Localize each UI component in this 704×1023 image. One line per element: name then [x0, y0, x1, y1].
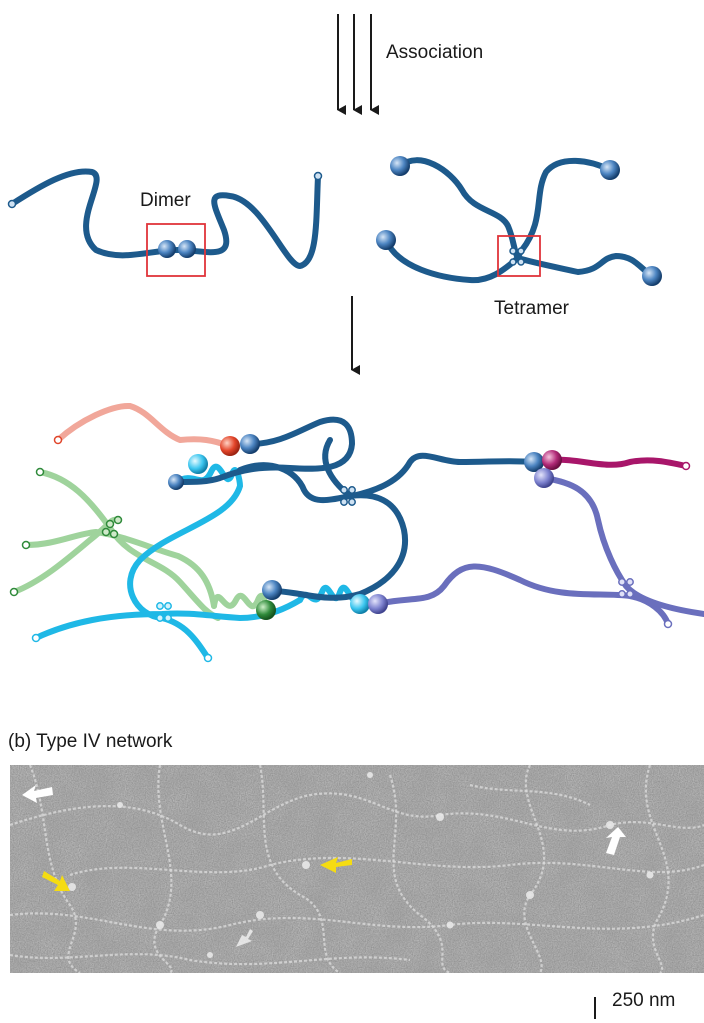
green-strand-1: [37, 469, 221, 621]
yellow-arrow-1: [42, 871, 70, 891]
tetramer-node-4: [642, 266, 662, 286]
dimer-node-right: [178, 240, 196, 258]
node-magenta: [542, 450, 562, 470]
white-arrows: [22, 785, 626, 947]
green-strand-2: [23, 528, 217, 609]
scale-bar: [594, 997, 596, 1019]
yellow-arrows: [42, 857, 352, 891]
electron-micrograph: [10, 765, 704, 973]
violet-strand-2: [541, 475, 704, 617]
dimer-label: Dimer: [140, 190, 191, 211]
network-end-caps: [9, 435, 691, 663]
dimer-box: [146, 223, 206, 277]
network-junctions: [101, 486, 634, 622]
association-label: Association: [386, 42, 483, 63]
dimer-end-left: [7, 199, 17, 209]
node-blue-3: [262, 580, 282, 600]
collagen-assembly-diagram: Association Dimer Tetramer: [7, 14, 704, 663]
yellow-arrow-2: [320, 857, 352, 873]
dimer-end-right: [313, 171, 323, 181]
tetramer-node-3: [376, 230, 396, 250]
white-arrow-3: [236, 929, 253, 947]
dark-strand-3: [349, 452, 537, 499]
node-blue-2: [168, 474, 184, 490]
node-cyan-1: [188, 454, 208, 474]
node-blue-4: [524, 452, 544, 472]
node-cyan-2: [350, 594, 370, 614]
white-arrow-2: [606, 827, 626, 855]
tetramer-junction: [509, 247, 525, 266]
node-blue-1: [240, 434, 260, 454]
tetramer-box: [497, 235, 541, 277]
dimer: [9, 168, 321, 270]
node-violet-2: [534, 468, 554, 488]
green-strand-3: [11, 516, 119, 595]
panel-b-caption: (b) Type IV network: [8, 731, 173, 752]
scale-bar-label: 250 nm: [612, 990, 676, 1011]
tetramer: [383, 157, 655, 284]
node-violet-1: [368, 594, 388, 614]
association-arrows: [337, 14, 379, 115]
tetramer-node-1: [390, 156, 410, 176]
dark-strand-1: [173, 416, 356, 485]
network-nodes: [168, 434, 562, 620]
magenta-strand: [549, 456, 689, 469]
node-green: [256, 600, 276, 620]
node-red: [220, 436, 240, 456]
dimer-node-left: [158, 240, 176, 258]
pink-strand: [55, 402, 231, 449]
micrograph-image: [10, 765, 704, 973]
tetramer-node-2: [600, 160, 620, 180]
dark-strand-2: [237, 462, 409, 601]
white-arrow-1: [22, 785, 53, 803]
tetramer-label: Tetramer: [494, 298, 570, 319]
